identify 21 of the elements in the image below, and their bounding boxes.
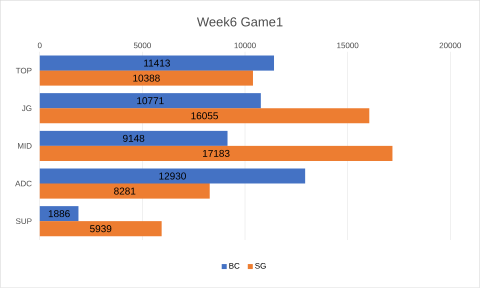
bar [40,168,306,184]
bar [40,130,228,146]
bar [40,93,261,108]
data-label: 10771 [137,97,164,104]
bar [40,108,370,124]
data-label: 16055 [191,112,218,120]
data-label: 9148 [123,134,144,142]
bar [40,56,274,71]
bar [40,146,392,162]
bar [40,221,162,236]
data-label: 8281 [114,188,136,195]
chart-title: Week6 Game1 [196,17,282,27]
bar [40,70,253,86]
data-label: 10388 [133,74,160,82]
bar [40,184,210,199]
data-label: 12930 [159,172,186,180]
bar [40,206,78,222]
data-label: 1886 [48,210,70,218]
data-label: 11413 [144,60,170,67]
data-label: 5939 [90,225,112,232]
data-label: 17183 [203,150,230,158]
